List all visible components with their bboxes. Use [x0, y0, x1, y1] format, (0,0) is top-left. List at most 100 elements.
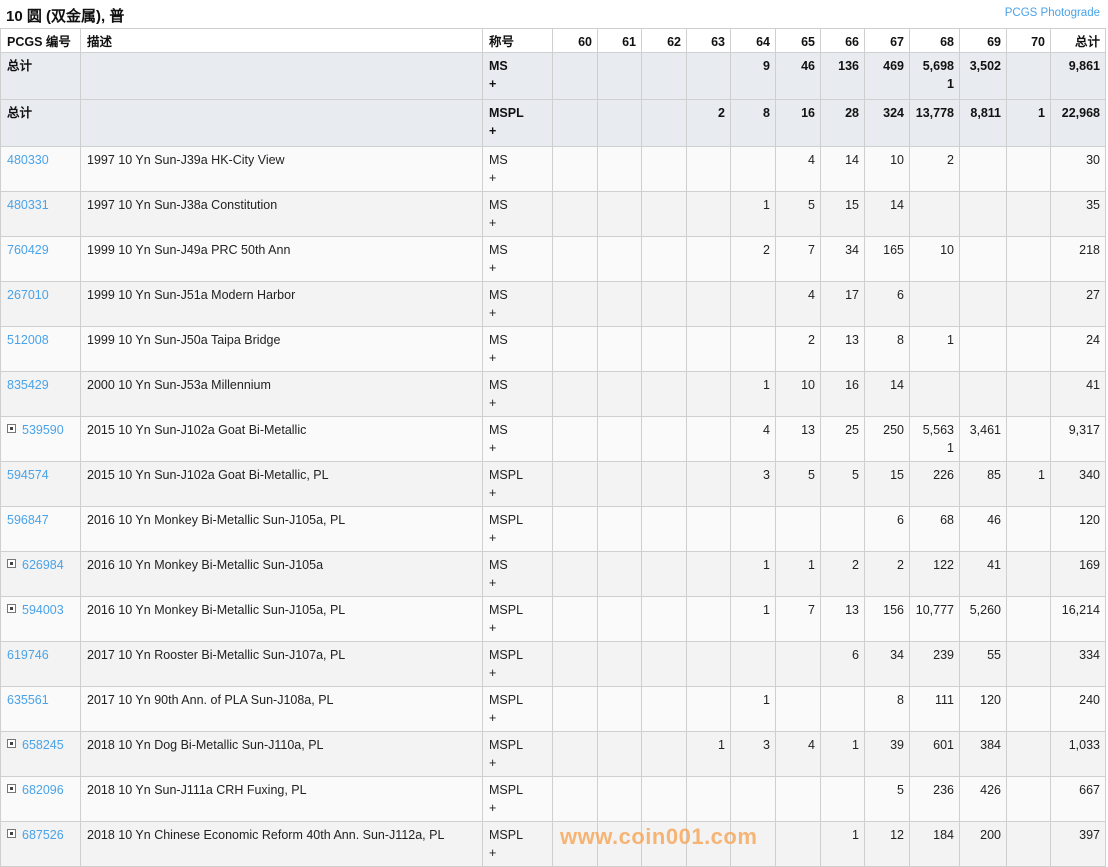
grade-count-cell: 7: [775, 596, 821, 642]
total-cell: 1,033: [1050, 731, 1106, 777]
expand-icon[interactable]: [7, 559, 16, 568]
grade-count-cell: 34: [820, 236, 865, 282]
grade-count-cell: [959, 191, 1007, 237]
grade-count-cell: [775, 641, 821, 687]
expand-icon[interactable]: [7, 739, 16, 748]
pcgs-number-link[interactable]: 835429: [7, 378, 49, 392]
grade-count-cell: [597, 236, 642, 282]
grade-count-cell: [552, 506, 598, 552]
description-cell: 1999 10 Yn Sun-J49a PRC 50th Ann: [80, 236, 483, 282]
grade-count-cell: [1006, 236, 1051, 282]
grade-count-cell: 14: [864, 191, 910, 237]
grade-count-cell: [597, 551, 642, 597]
grade-count-cell: [820, 506, 865, 552]
grade-count-cell: [686, 371, 731, 417]
grade-count-cell: [552, 371, 598, 417]
grade-count-cell: [597, 146, 642, 192]
grade-count-cell: 15: [864, 461, 910, 507]
pcgs-number-link[interactable]: 594574: [7, 468, 49, 482]
grade-count-cell: [597, 281, 642, 327]
total-cell: 169: [1050, 551, 1106, 597]
pcgs-number-link[interactable]: 480330: [7, 153, 49, 167]
grade-count-cell: [641, 146, 687, 192]
grade-count-cell: 184: [909, 821, 960, 867]
designation-cell: MS +: [482, 371, 553, 417]
pcgs-number-link[interactable]: 539590: [22, 423, 64, 437]
grade-count-cell: 1: [775, 551, 821, 597]
total-cell: 120: [1050, 506, 1106, 552]
grade-count-cell: 6: [820, 641, 865, 687]
pcgs-number-cell: 480331: [0, 191, 81, 237]
grade-count-cell: [730, 326, 776, 372]
description-cell: 2016 10 Yn Monkey Bi-Metallic Sun-J105a: [80, 551, 483, 597]
designation-cell: MSPL +: [482, 506, 553, 552]
pcgs-number-link[interactable]: 682096: [22, 783, 64, 797]
grade-count-cell: [552, 596, 598, 642]
grade-count-cell: [686, 551, 731, 597]
grade-count-cell: 3: [730, 731, 776, 777]
grade-count-cell: 384: [959, 731, 1007, 777]
total-cell: 16,214: [1050, 596, 1106, 642]
pcgs-number-link[interactable]: 626984: [22, 558, 64, 572]
pcgs-number-cell: 539590: [0, 416, 81, 462]
grade-count-cell: 2: [686, 99, 731, 147]
designation-cell: MSPL +: [482, 821, 553, 867]
designation-cell: MS +: [482, 326, 553, 372]
grade-count-cell: [641, 551, 687, 597]
pcgs-photograde-link[interactable]: PCGS Photograde: [1004, 7, 1100, 19]
grade-count-cell: 10: [775, 371, 821, 417]
pcgs-number-link[interactable]: 594003: [22, 603, 64, 617]
expand-icon[interactable]: [7, 424, 16, 433]
grade-count-cell: 136: [820, 52, 865, 100]
column-header: 66: [820, 28, 865, 53]
total-cell: 240: [1050, 686, 1106, 732]
table-row: 594003 2016 10 Yn Monkey Bi-Metallic Sun-…: [0, 596, 1106, 642]
pcgs-number-link[interactable]: 480331: [7, 198, 49, 212]
designation-cell: MS +: [482, 281, 553, 327]
table-row: 594574 2015 10 Yn Sun-J102a Goat Bi-Metal…: [0, 461, 1106, 507]
grade-count-cell: 165: [864, 236, 910, 282]
grade-count-cell: 10: [864, 146, 910, 192]
column-header: 69: [959, 28, 1007, 53]
grade-count-cell: [552, 236, 598, 282]
column-header: 65: [775, 28, 821, 53]
page-title: 10 圆 (双金属), 普: [6, 8, 125, 25]
pcgs-number-cell: 682096: [0, 776, 81, 822]
grade-count-cell: [775, 686, 821, 732]
grade-count-cell: [641, 371, 687, 417]
grade-count-cell: [686, 236, 731, 282]
grade-count-cell: [1006, 731, 1051, 777]
grade-count-cell: 2: [864, 551, 910, 597]
designation-cell: MSPL +: [482, 686, 553, 732]
total-cell: 218: [1050, 236, 1106, 282]
grade-count-cell: 16: [775, 99, 821, 147]
expand-icon[interactable]: [7, 784, 16, 793]
grade-count-cell: 1: [686, 731, 731, 777]
pcgs-number-cell: 760429: [0, 236, 81, 282]
grade-count-cell: [597, 596, 642, 642]
pcgs-number-cell: 512008: [0, 326, 81, 372]
expand-icon[interactable]: [7, 829, 16, 838]
grade-count-cell: [686, 281, 731, 327]
description-cell: 2015 10 Yn Sun-J102a Goat Bi-Metallic: [80, 416, 483, 462]
pcgs-number-link[interactable]: 512008: [7, 333, 49, 347]
grade-count-cell: 1: [730, 551, 776, 597]
grade-count-cell: 469: [864, 52, 910, 100]
grade-count-cell: 1: [730, 191, 776, 237]
pcgs-number-link[interactable]: 687526: [22, 828, 64, 842]
pcgs-number-link[interactable]: 635561: [7, 693, 49, 707]
grade-count-cell: [641, 686, 687, 732]
grade-count-cell: 5,698 1: [909, 52, 960, 100]
expand-icon[interactable]: [7, 604, 16, 613]
pcgs-number-link[interactable]: 619746: [7, 648, 49, 662]
grade-count-cell: 1: [820, 821, 865, 867]
pcgs-number-link[interactable]: 658245: [22, 738, 64, 752]
grade-count-cell: [552, 821, 598, 867]
pcgs-number-link[interactable]: 760429: [7, 243, 49, 257]
pcgs-number-cell: 619746: [0, 641, 81, 687]
grade-count-cell: 8,811: [959, 99, 1007, 147]
grade-count-cell: 16: [820, 371, 865, 417]
total-cell: 9,861: [1050, 52, 1106, 100]
pcgs-number-link[interactable]: 596847: [7, 513, 49, 527]
pcgs-number-link[interactable]: 267010: [7, 288, 49, 302]
